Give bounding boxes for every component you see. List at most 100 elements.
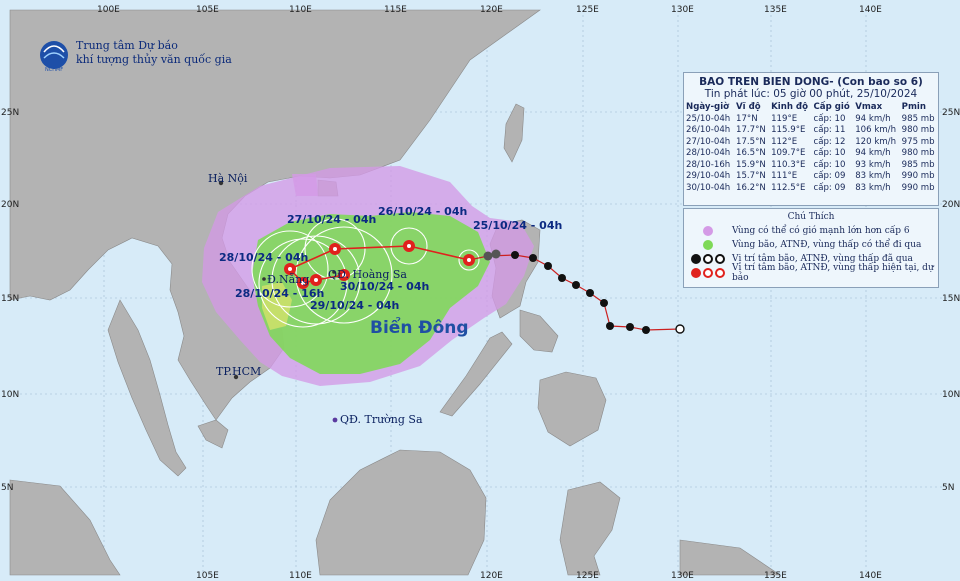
table-cell: 109.7°E — [771, 148, 806, 158]
table-cell: 120 km/h — [855, 136, 897, 147]
low-pressure-past-icon — [715, 254, 725, 264]
tick-label: 5N — [942, 483, 954, 493]
table-cell: 25/10-04h — [686, 113, 731, 124]
table-cell: cấp: 10 — [813, 113, 846, 124]
tick-label: 130E — [671, 5, 694, 15]
tropical-depression-past-icon — [703, 254, 713, 264]
table-cell: 112.5°E — [771, 182, 806, 193]
taiwan — [503, 103, 525, 163]
table-cell: 26/10-04h — [686, 125, 731, 135]
hcm-dot — [233, 374, 239, 380]
axis-right: 25N 20N 15N 10N 5N — [942, 108, 960, 493]
purple-dot-icon — [703, 226, 713, 236]
table-cell: 30/10-04h — [686, 182, 731, 193]
col-header: Ngày-giờ — [686, 102, 730, 112]
table-row: 28/10-16h 15.9°N 110.3°E cấp: 10 93 km/h 985 … — [684, 160, 938, 172]
legend-text: Vùng có thể có gió mạnh lớn hơn cấp 6 — [732, 226, 910, 236]
table-cell: cấp: 09 — [813, 171, 846, 181]
legend-item: Vùng có thể có gió mạnh lớn hơn cấp 6 — [684, 224, 938, 238]
table-cell: 27/10-04h — [686, 136, 731, 147]
table-cell: 16.2°N — [736, 182, 766, 193]
table-cell: 980 mb — [901, 148, 935, 158]
table-cell: 112°E — [771, 136, 798, 147]
date-label: 29/10/24 - 04h — [310, 299, 399, 312]
table-cell: 111°E — [771, 171, 798, 181]
tick-label: 20N — [1, 200, 19, 210]
table-row: 25/10-04h 17°N 119°E cấp: 10 94 km/h 985 mb — [684, 114, 938, 126]
legend-item: Vùng bão, ATNĐ, vùng thấp có thể đi qua — [684, 238, 938, 252]
tick-label: 135E — [764, 571, 787, 581]
logo-abbr: NCHMF — [45, 67, 63, 73]
sea-label: Biển Đông — [370, 316, 469, 338]
date-label: 27/10/24 - 04h — [287, 213, 376, 226]
tick-label: 105E — [196, 571, 219, 581]
table-cell: 94 km/h — [855, 148, 891, 158]
table-cell: 985 mb — [901, 113, 935, 124]
info-title: BAO TREN BIEN DONG- (Con bao so 6) — [699, 76, 923, 88]
danang-dot — [262, 277, 266, 281]
tick-label: 25N — [942, 108, 960, 118]
table-row: 30/10-04h 16.2°N 112.5°E cấp: 09 83 km/h 990 … — [684, 183, 938, 195]
tick-label: 135E — [764, 5, 787, 15]
table-cell: 106 km/h — [855, 125, 897, 135]
tick-label: 140E — [859, 5, 882, 15]
tick-label: 115E — [384, 5, 407, 15]
forecast-table: Ngày-giờ Vĩ độ Kinh độ Cấp gió Vmax Pmin… — [684, 102, 938, 194]
logo-line2: khí tượng thủy văn quốc gia — [76, 53, 232, 66]
tick-label: 10N — [1, 390, 19, 400]
table-cell: cấp: 10 — [813, 148, 846, 158]
tick-label: 110E — [289, 571, 312, 581]
col-header: Vmax — [855, 102, 883, 112]
green-dot-icon — [703, 240, 713, 250]
table-cell: 985 mb — [901, 159, 935, 170]
label-hcm: TP.HCM — [216, 365, 261, 378]
storm-info-panel: BAO TREN BIEN DONG- (Con bao so 6) Tin p… — [683, 72, 939, 206]
tick-label: 130E — [671, 571, 694, 581]
storm-past-icon — [691, 254, 701, 264]
table-row: 26/10-04h 17.7°N 115.9°E cấp: 11 106 km/h 980… — [684, 125, 938, 137]
tick-label: 20N — [942, 200, 960, 210]
truongsa-dot — [332, 417, 338, 423]
table-cell: 115.9°E — [771, 125, 806, 135]
table-cell: 94 km/h — [855, 113, 891, 124]
hanoi-dot — [218, 180, 224, 186]
logo-line1: Trung tâm Dự báo — [76, 39, 178, 52]
table-cell: 975 mb — [901, 136, 935, 147]
hoangsa-dot — [332, 270, 336, 274]
date-label: 26/10/24 - 04h — [378, 205, 467, 218]
table-cell: 29/10-04h — [686, 171, 731, 181]
label-hoangsa: QĐ. Hoàng Sa — [328, 268, 407, 281]
tick-label: 125E — [576, 5, 599, 15]
table-cell: cấp: 12 — [813, 136, 846, 147]
legend-item: Vị trí tâm bão, ATNĐ, vùng thấp đã qua — [684, 252, 938, 266]
past-positions — [483, 249, 685, 334]
storm-zone — [252, 212, 490, 374]
tick-label: 120E — [480, 5, 503, 15]
tick-label: 25N — [1, 108, 19, 118]
col-header: Vĩ độ — [736, 102, 761, 112]
axis-top: 100E 105E 110E 115E 120E 125E 130E 135E … — [97, 5, 882, 15]
col-header: Kinh độ — [771, 102, 808, 112]
tick-label: 15N — [942, 294, 960, 304]
legend-panel: Chú Thích Vùng có thể có gió mạnh lớn hơ… — [683, 208, 939, 288]
col-header: Pmin — [901, 102, 926, 112]
tick-label: 5N — [1, 483, 13, 493]
table-cell: cấp: 10 — [813, 159, 846, 170]
table-cell: 15.9°N — [736, 159, 766, 170]
tick-label: 15N — [1, 294, 19, 304]
table-cell: 93 km/h — [855, 159, 891, 170]
table-cell: 990 mb — [901, 182, 935, 193]
table-cell: 28/10-16h — [686, 159, 731, 170]
table-row: 28/10-04h 16.5°N 109.7°E cấp: 10 94 km/h 980 … — [684, 148, 938, 160]
label-danang: Đ.Nẵng — [267, 273, 309, 286]
tick-label: 140E — [859, 571, 882, 581]
low-pressure-forecast-icon — [715, 268, 725, 278]
storm-forecast-icon — [691, 268, 701, 278]
tick-label: 120E — [480, 571, 503, 581]
legend-item: Vị trí tâm bão, ATNĐ, vùng thấp hiện tại… — [684, 263, 938, 283]
nchmf-logo: NCHMF — [40, 41, 68, 73]
date-label: 28/10/24 - 04h — [219, 251, 308, 264]
table-cell: 28/10-04h — [686, 148, 731, 158]
table-cell: 83 km/h — [855, 182, 891, 193]
tropical-depression-forecast-icon — [703, 268, 713, 278]
